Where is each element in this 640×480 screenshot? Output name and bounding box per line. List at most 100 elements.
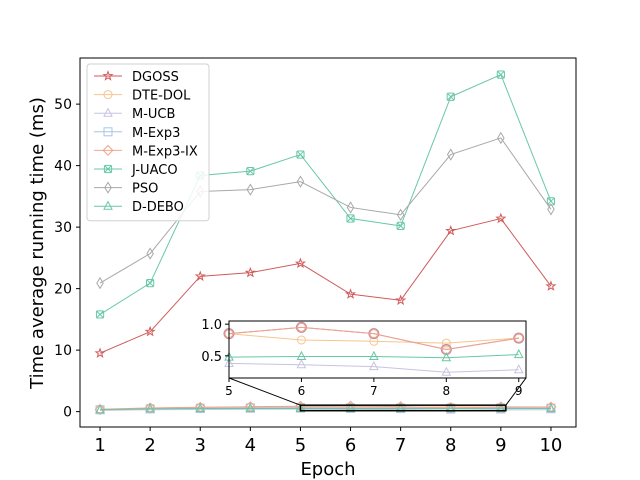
- data-point: [396, 208, 405, 221]
- inset-x-tick-label: 7: [370, 384, 378, 398]
- inset-data-point: [369, 329, 379, 339]
- inset-data-point: [513, 348, 524, 359]
- data-point: [497, 131, 505, 145]
- series-line: [99, 217, 552, 354]
- inset-frame: [228, 320, 527, 379]
- series-d-debo: [95, 402, 556, 414]
- data-point: [146, 247, 154, 260]
- data-point: [345, 402, 356, 413]
- data-point: [294, 257, 307, 269]
- y-tick-label: 0: [63, 405, 72, 421]
- series-line: [100, 405, 551, 410]
- x-tick-label: 10: [539, 435, 562, 456]
- legend-marker: [103, 90, 113, 100]
- x-tick-label: 8: [445, 435, 456, 456]
- inset-data-point: [441, 338, 451, 348]
- legend-label: DTE-DOL: [132, 89, 191, 104]
- inset-series-line: [228, 326, 519, 351]
- inset-data-point: [513, 332, 525, 344]
- axes: 1 2 3 4 5 6 7 8 9 10 0 10 20 30 40 50: [54, 57, 577, 456]
- inset-series-m-ucb: [224, 357, 524, 376]
- x-axis-label: Epoch: [300, 459, 355, 480]
- series-line: [99, 73, 552, 315]
- legend-marker: [102, 144, 114, 156]
- data-point: [346, 201, 355, 214]
- legend-entry: DGOSS: [94, 70, 179, 85]
- inset-y-tick-label: 1.0: [201, 318, 222, 333]
- zoom-connector: [505, 377, 527, 406]
- inset-data-point: [296, 359, 307, 369]
- x-tick-label: 7: [395, 435, 406, 456]
- legend-label: M-UCB: [132, 107, 175, 122]
- inset-data-point: [369, 360, 379, 371]
- legend-label: DGOSS: [132, 70, 179, 85]
- legend-box: [86, 63, 210, 222]
- data-point: [445, 224, 457, 236]
- legend: DGOSS DTE-DOL M-UCB M-Exp3 M-Exp3-IX J-UACO PS…: [86, 63, 210, 222]
- data-point: [95, 310, 105, 319]
- data-point: [446, 148, 455, 161]
- plot-frame: [79, 57, 577, 428]
- legend-entry: M-Exp3-IX: [94, 144, 198, 159]
- series-line: [99, 137, 552, 284]
- y-tick-label: 40: [54, 159, 72, 175]
- legend-marker: [103, 127, 113, 137]
- inset-data-point: [440, 344, 452, 355]
- zoom-indicator: [228, 377, 527, 412]
- data-point: [246, 167, 255, 176]
- legend-entry: M-Exp3: [94, 126, 180, 141]
- data-point: [245, 402, 256, 413]
- data-point: [246, 183, 255, 196]
- inset-data-point: [513, 364, 524, 374]
- data-point: [145, 403, 155, 413]
- inset-data-point: [369, 350, 379, 360]
- data-point: [146, 278, 155, 288]
- legend-label: PSO: [132, 182, 158, 197]
- data-point: [94, 403, 106, 415]
- y-tick-label: 30: [54, 220, 72, 236]
- legend-entry: M-UCB: [94, 107, 175, 122]
- data-point: [344, 288, 357, 299]
- data-point: [395, 294, 407, 306]
- inset-x-tick-label: 9: [515, 384, 523, 398]
- x-tick-label: 6: [345, 435, 356, 456]
- inset-series-line: [228, 333, 519, 344]
- data-point: [346, 214, 355, 223]
- legend-marker: [103, 164, 113, 174]
- x-tick-label: 5: [295, 435, 306, 456]
- inset-data-point: [514, 333, 524, 343]
- legend-marker: [103, 200, 113, 210]
- legend-label: M-Exp3: [132, 126, 180, 141]
- inset-series-line: [228, 362, 519, 373]
- data-point: [547, 203, 555, 216]
- series-dgoss: [94, 212, 557, 358]
- data-point: [295, 402, 306, 413]
- zoom-connector: [228, 377, 301, 406]
- inset-x-tick-label: 5: [225, 384, 233, 398]
- series-pso: [96, 131, 555, 290]
- legend-marker: [102, 70, 114, 81]
- data-point: [495, 212, 507, 224]
- series-line: [100, 408, 551, 411]
- x-tick-label: 1: [94, 435, 105, 456]
- legend-marker: [104, 181, 112, 194]
- inset-data-point: [296, 322, 306, 332]
- y-tick-label: 20: [54, 282, 72, 298]
- inset-series-m-exp3-ix: [224, 322, 524, 354]
- data-point: [296, 150, 305, 159]
- data-point: [445, 402, 456, 413]
- data-point: [96, 276, 104, 290]
- inset-data-point: [441, 366, 452, 376]
- legend-entry: D-DEBO: [94, 200, 184, 215]
- data-point: [296, 175, 305, 188]
- inset-x-tick-label: 6: [298, 384, 306, 398]
- legend-entry: PSO: [94, 181, 158, 197]
- x-tick-label: 9: [495, 435, 506, 456]
- legend-label: M-Exp3-IX: [132, 144, 198, 159]
- data-point: [446, 92, 455, 101]
- y-tick-label: 50: [54, 97, 72, 113]
- data-point: [546, 402, 556, 413]
- data-point: [395, 402, 406, 413]
- legend-label: D-DEBO: [132, 200, 184, 215]
